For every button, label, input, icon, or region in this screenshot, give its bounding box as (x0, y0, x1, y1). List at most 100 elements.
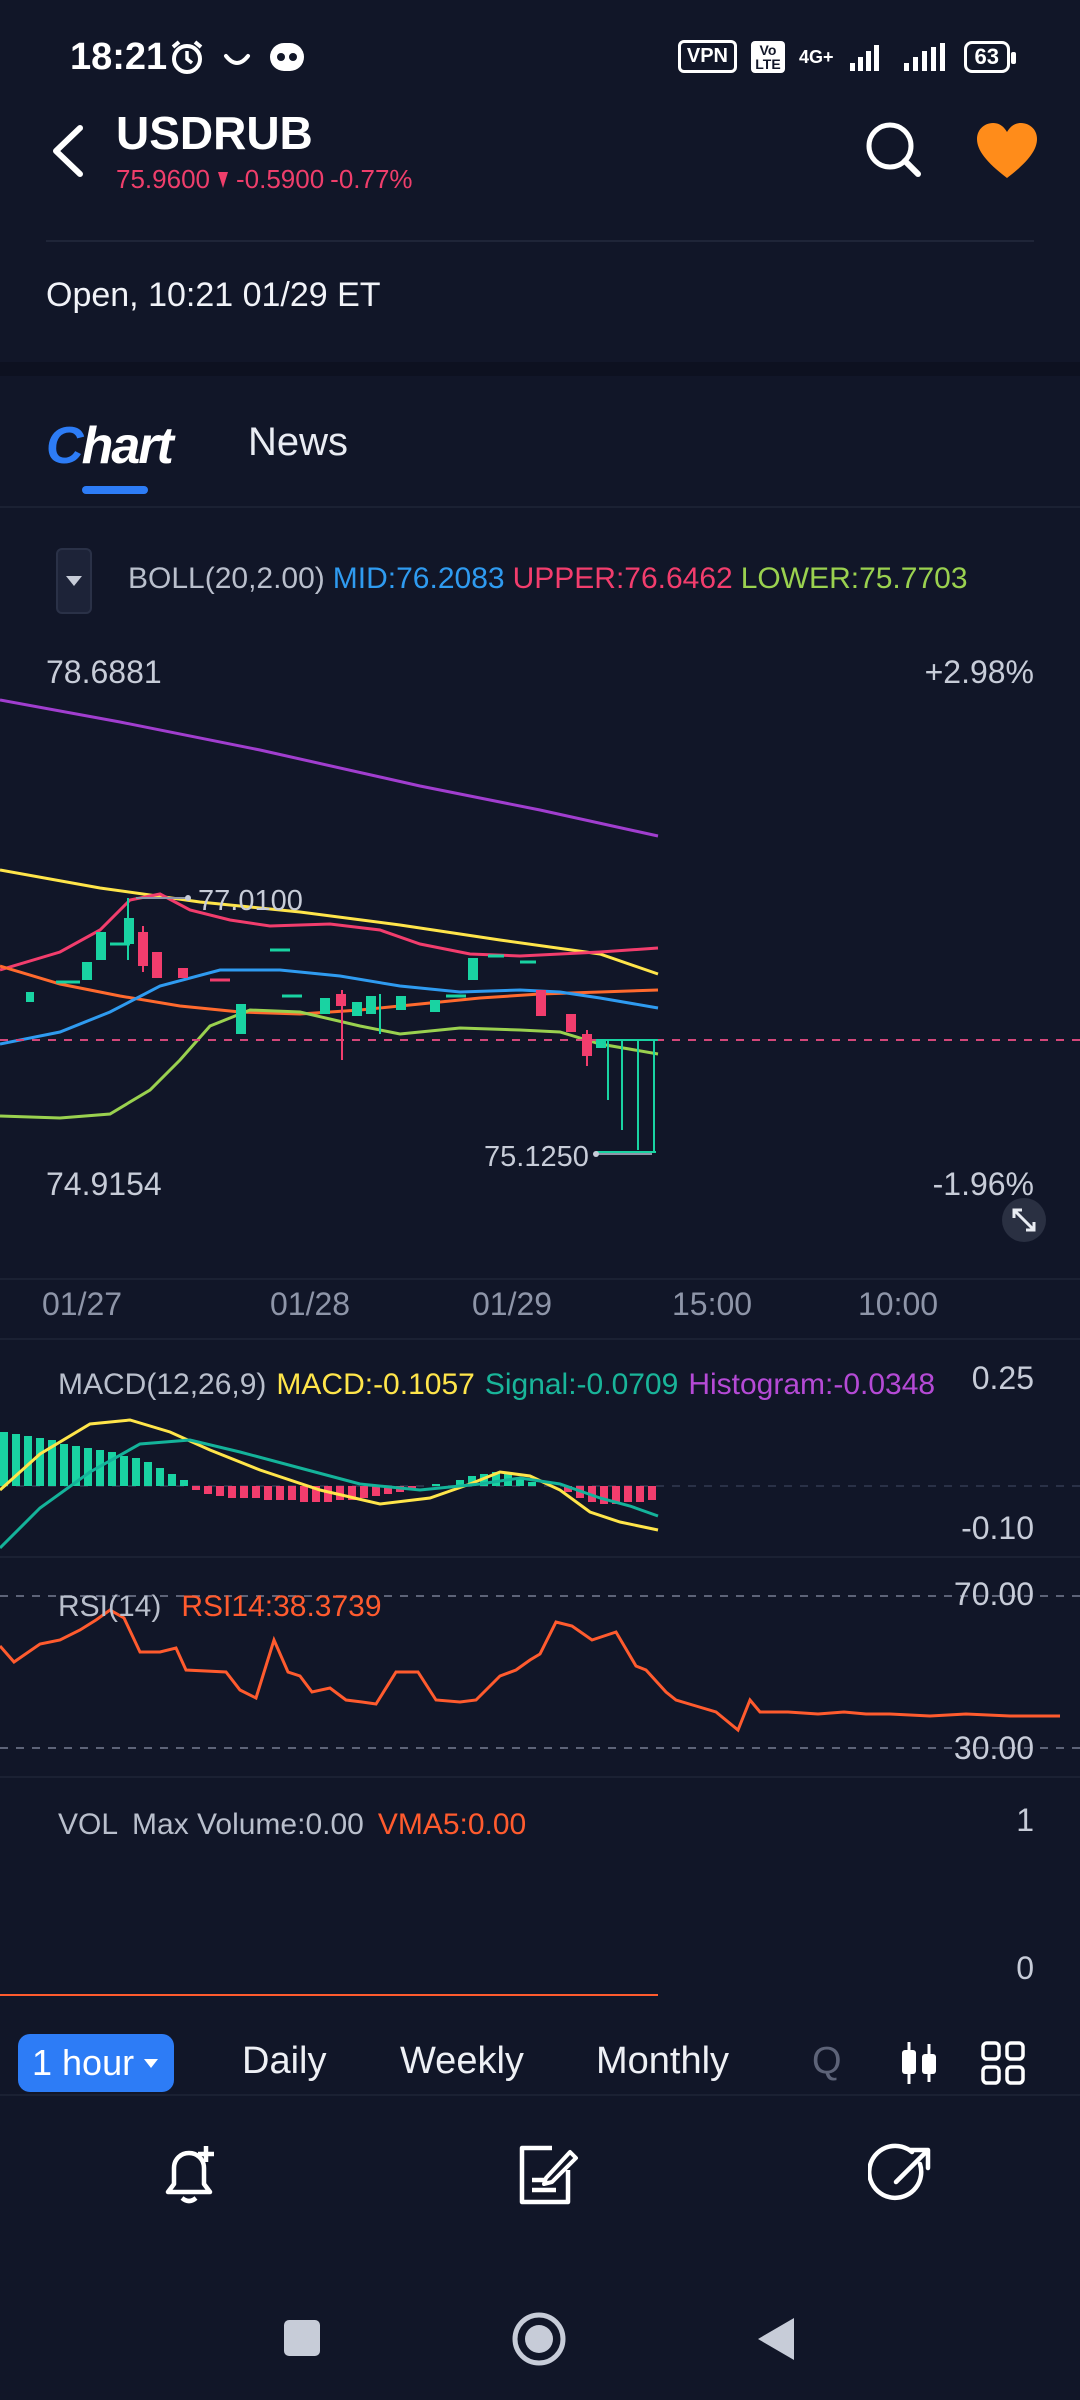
dropdown-triangle-icon (66, 576, 82, 586)
status-left-icons (168, 38, 306, 76)
rsi-line (0, 1608, 1060, 1733)
network-type: 4G+ (798, 46, 834, 67)
macd-line (0, 1418, 659, 1532)
period-selector: 1 hour Daily Weekly Monthly Q (0, 2030, 1080, 2096)
period-1-hour[interactable]: 1 hour (18, 2034, 175, 2092)
rsi-lower-level: 30.00 (953, 1730, 1034, 1766)
vol-name: VOL (58, 1808, 119, 1841)
battery-indicator: 63 (963, 40, 1017, 73)
macd-chart (0, 1418, 1080, 1550)
boll-name: BOLL(20,2.00) (128, 562, 325, 595)
quote-line: 75.9600 -0.5900 -0.77% (116, 164, 413, 195)
price-axis-high: 78.6881 (46, 654, 162, 690)
period-monthly[interactable]: Monthly (596, 2040, 730, 2082)
candles (26, 898, 658, 1153)
rsi-name: RSI(14) (58, 1590, 162, 1623)
tab-chart-rest: hart (81, 417, 174, 475)
rsi-legend: RSI(14) RSI14:38.3739 (58, 1590, 382, 1624)
vma-line (0, 1994, 658, 1996)
macd-axis-top: 0.25 (971, 1360, 1034, 1396)
divider (0, 2094, 1080, 2096)
tab-chart[interactable]: Chart (46, 416, 174, 476)
x-axis-label: 01/28 (270, 1286, 351, 1322)
vol-axis-top: 1 (1016, 1802, 1034, 1838)
heart-icon[interactable] (974, 120, 1040, 182)
macd-histogram-value: Histogram:-0.0348 (688, 1368, 936, 1401)
rsi-chart (0, 1595, 1080, 1749)
period-weekly[interactable]: Weekly (400, 2040, 524, 2082)
back-nav-icon[interactable] (754, 2314, 798, 2364)
vpn-badge: VPN (677, 40, 737, 73)
vol-axis-bottom: 0 (1016, 1950, 1034, 1986)
divider (0, 506, 1080, 508)
expand-icon (1012, 1208, 1036, 1232)
price-change: -0.5900 (235, 164, 325, 194)
ticker-symbol: USDRUB (116, 107, 313, 159)
rsi-upper-level: 70.00 (953, 1576, 1034, 1612)
x-axis-label: 01/27 (42, 1286, 123, 1322)
macd-signal: Signal:-0.0709 (484, 1368, 679, 1401)
tab-chart-first-letter: C (46, 417, 84, 475)
boll-upper-line (0, 892, 659, 972)
candlestick-type-icon[interactable] (898, 2040, 940, 2086)
system-nav-bar (0, 2290, 1080, 2400)
grid-layout-icon[interactable] (980, 2040, 1026, 2086)
x-axis-labels: 01/27 01/28 01/29 15:00 10:00 (0, 1286, 1080, 1326)
boll-lower: LOWER:75.7703 (740, 562, 968, 595)
x-axis-label: 10:00 (858, 1286, 939, 1322)
divider (0, 1776, 1080, 1778)
price-axis-high-pct: +2.98% (924, 654, 1034, 690)
indicator-dropdown-button[interactable] (56, 548, 92, 614)
divider (0, 1338, 1080, 1340)
tab-chart-label: Chart (46, 417, 174, 475)
tab-news[interactable]: News (248, 420, 349, 464)
last-price: 75.9600 (116, 164, 210, 194)
search-icon[interactable] (862, 118, 924, 180)
market-status: Open, 10:21 01/29 ET (46, 276, 381, 314)
boll-legend: BOLL(20,2.00) MID:76.2083 UPPER:76.6462 … (128, 562, 968, 596)
back-arrow-icon[interactable] (44, 118, 92, 184)
period-active-label: 1 hour (32, 2042, 135, 2083)
game-icon (270, 43, 304, 71)
status-time: 18:21 (70, 36, 168, 78)
boll-lower-line (0, 1008, 659, 1120)
min-price-marker: 75.1250 (484, 1141, 589, 1173)
max-price-marker: 77.0100 (198, 885, 303, 917)
volume-legend: VOL Max Volume:0.00 VMA5:0.00 (58, 1808, 526, 1842)
home-icon[interactable] (510, 2310, 568, 2368)
volte-badge: Vo LTE (750, 40, 785, 73)
price-change-pct: -0.77% (330, 164, 413, 194)
fullscreen-button[interactable] (1002, 1198, 1046, 1242)
divider (0, 1278, 1080, 1280)
boll-mid: MID:76.2083 (332, 562, 505, 595)
boll-upper: UPPER:76.6462 (512, 562, 733, 595)
chevron-down-icon (144, 2059, 159, 2068)
share-icon[interactable] (868, 2140, 938, 2210)
vol-vma: VMA5:0.00 (377, 1808, 527, 1841)
tab-active-indicator (82, 486, 148, 494)
divider (0, 1556, 1080, 1558)
price-axis-low-pct: -1.96% (932, 1166, 1034, 1202)
divider (46, 240, 1034, 242)
signal-icon (849, 44, 879, 71)
status-right: VPN Vo LTE 4G+ 63 (677, 40, 1017, 73)
boll-mid-line (0, 968, 659, 1046)
macd-name: MACD(12,26,9) (58, 1368, 267, 1401)
rsi-value: RSI14:38.3739 (181, 1590, 382, 1623)
moon-icon (224, 54, 250, 65)
recent-apps-icon[interactable] (280, 2316, 324, 2360)
period-daily[interactable]: Daily (242, 2040, 327, 2082)
alarm-icon (171, 40, 203, 74)
x-axis-label: 01/29 (472, 1286, 553, 1322)
macd-value: MACD:-0.1057 (276, 1368, 475, 1401)
period-quarterly[interactable]: Q (812, 2040, 842, 2082)
edit-note-icon[interactable] (510, 2140, 580, 2210)
candlestick-chart[interactable]: 77.0100 75.1250 (0, 640, 1080, 1270)
price-axis-low: 74.9154 (46, 1166, 162, 1202)
signal-icon-2 (903, 42, 945, 71)
macd-axis-bottom: -0.10 (961, 1510, 1034, 1546)
down-arrow-icon (217, 171, 228, 188)
section-gap (0, 362, 1080, 376)
alert-bell-icon[interactable] (154, 2140, 224, 2210)
macd-legend: MACD(12,26,9) MACD:-0.1057 Signal:-0.070… (58, 1368, 935, 1402)
